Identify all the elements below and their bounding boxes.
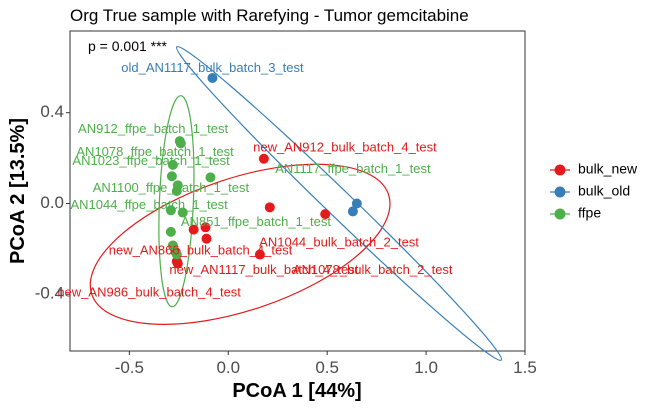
point-label-8: new_AN912_bulk_batch_4_test <box>253 139 437 154</box>
point-ffpe-10 <box>167 240 178 251</box>
point-bulk_new-2 <box>320 209 331 220</box>
x-tick-label-0: -0.5 <box>115 358 144 377</box>
point-label-6: AN851_ffpe_batch_1_test <box>181 214 331 229</box>
point-bulk_new-9 <box>172 258 183 269</box>
x-tick-label-2: 0.5 <box>315 358 339 377</box>
ellipse-bulk_new <box>89 163 391 325</box>
point-bulk_old-1 <box>351 198 362 209</box>
point-ffpe-8 <box>177 207 188 218</box>
point-ffpe-11 <box>171 249 182 260</box>
point-bulk_new-4 <box>188 224 199 235</box>
point-label-7: AN1117_ffpe_batch_1_test <box>275 161 431 176</box>
point-label-11: new_AN1117_bulk_batch_4_test <box>169 262 358 277</box>
legend-label-ffpe: ffpe <box>578 205 601 221</box>
legend-label-bulk_old: bulk_old <box>578 183 630 199</box>
legend-key-bulk_new <box>554 164 566 176</box>
x-tick-label-1: 0.0 <box>216 358 240 377</box>
point-bulk_new-3 <box>200 222 211 233</box>
point-label-13: new_AN986_bulk_batch_4_test <box>57 285 241 300</box>
legend-label-bulk_new: bulk_new <box>578 161 638 177</box>
x-tick-label-4: 1.5 <box>513 358 537 377</box>
point-label-4: AN1100_ffpe_batch_1_test <box>93 180 250 195</box>
plot-panel-border <box>69 30 526 352</box>
legend-key-bulk_old <box>554 186 566 198</box>
point-label-0: old_AN1117_bulk_batch_3_test <box>121 60 304 75</box>
y-tick-label-2: 0.4 <box>40 102 64 121</box>
point-ffpe-6 <box>171 186 182 196</box>
point-ffpe-9 <box>165 226 176 237</box>
x-tick-label-3: 1.0 <box>414 358 438 377</box>
point-ffpe-3 <box>166 171 177 182</box>
point-label-5: AN1044_ffpe_batch_1_test <box>70 197 228 212</box>
point-bulk_new-1 <box>264 202 275 213</box>
point-labels: old_AN1117_bulk_batch_3_test AN912_ffpe_b… <box>57 60 453 300</box>
point-label-2: AN1078_ffpe_batch_1_test <box>76 144 234 159</box>
legend-key-ffpe <box>554 208 566 220</box>
point-bulk_new-5 <box>201 233 212 244</box>
y-axis-title: PCoA 2 [13.5%] <box>7 118 29 264</box>
x-axis-ticks: -0.5 0.0 0.5 1.0 1.5 <box>115 351 537 377</box>
point-ffpe-4 <box>205 172 216 183</box>
ellipse-ffpe <box>158 95 195 308</box>
x-axis-title: PCoA 1 [44%] <box>232 380 361 402</box>
y-axis-ticks: -0.4 0.0 0.4 <box>35 102 70 303</box>
data-points <box>165 72 362 269</box>
point-bulk_old-0 <box>207 72 218 83</box>
point-ffpe-1 <box>175 138 186 149</box>
point-label-3: AN1023_ffpe_batch_1_test <box>72 153 230 168</box>
y-tick-label-0: -0.4 <box>35 284 64 303</box>
point-label-10: new_AN866_bulk_batch_4_test <box>109 243 293 258</box>
point-label-12: AN1078_bulk_batch_2_test <box>293 262 453 277</box>
point-ffpe-2 <box>167 159 178 170</box>
point-bulk_new-6 <box>254 249 265 260</box>
p-value-annotation: p = 0.001 *** <box>88 38 168 54</box>
chart-title: Org True sample with Rarefying - Tumor g… <box>70 6 469 25</box>
point-ffpe-7 <box>165 205 176 216</box>
point-bulk_new-0 <box>258 153 269 164</box>
y-tick-label-1: 0.0 <box>40 193 64 212</box>
point-label-1: AN912_ffpe_batch_1_test <box>78 121 228 136</box>
point-bulk_old-2 <box>347 206 358 217</box>
point-label-9: AN1044_bulk_batch_2_test <box>259 235 419 250</box>
